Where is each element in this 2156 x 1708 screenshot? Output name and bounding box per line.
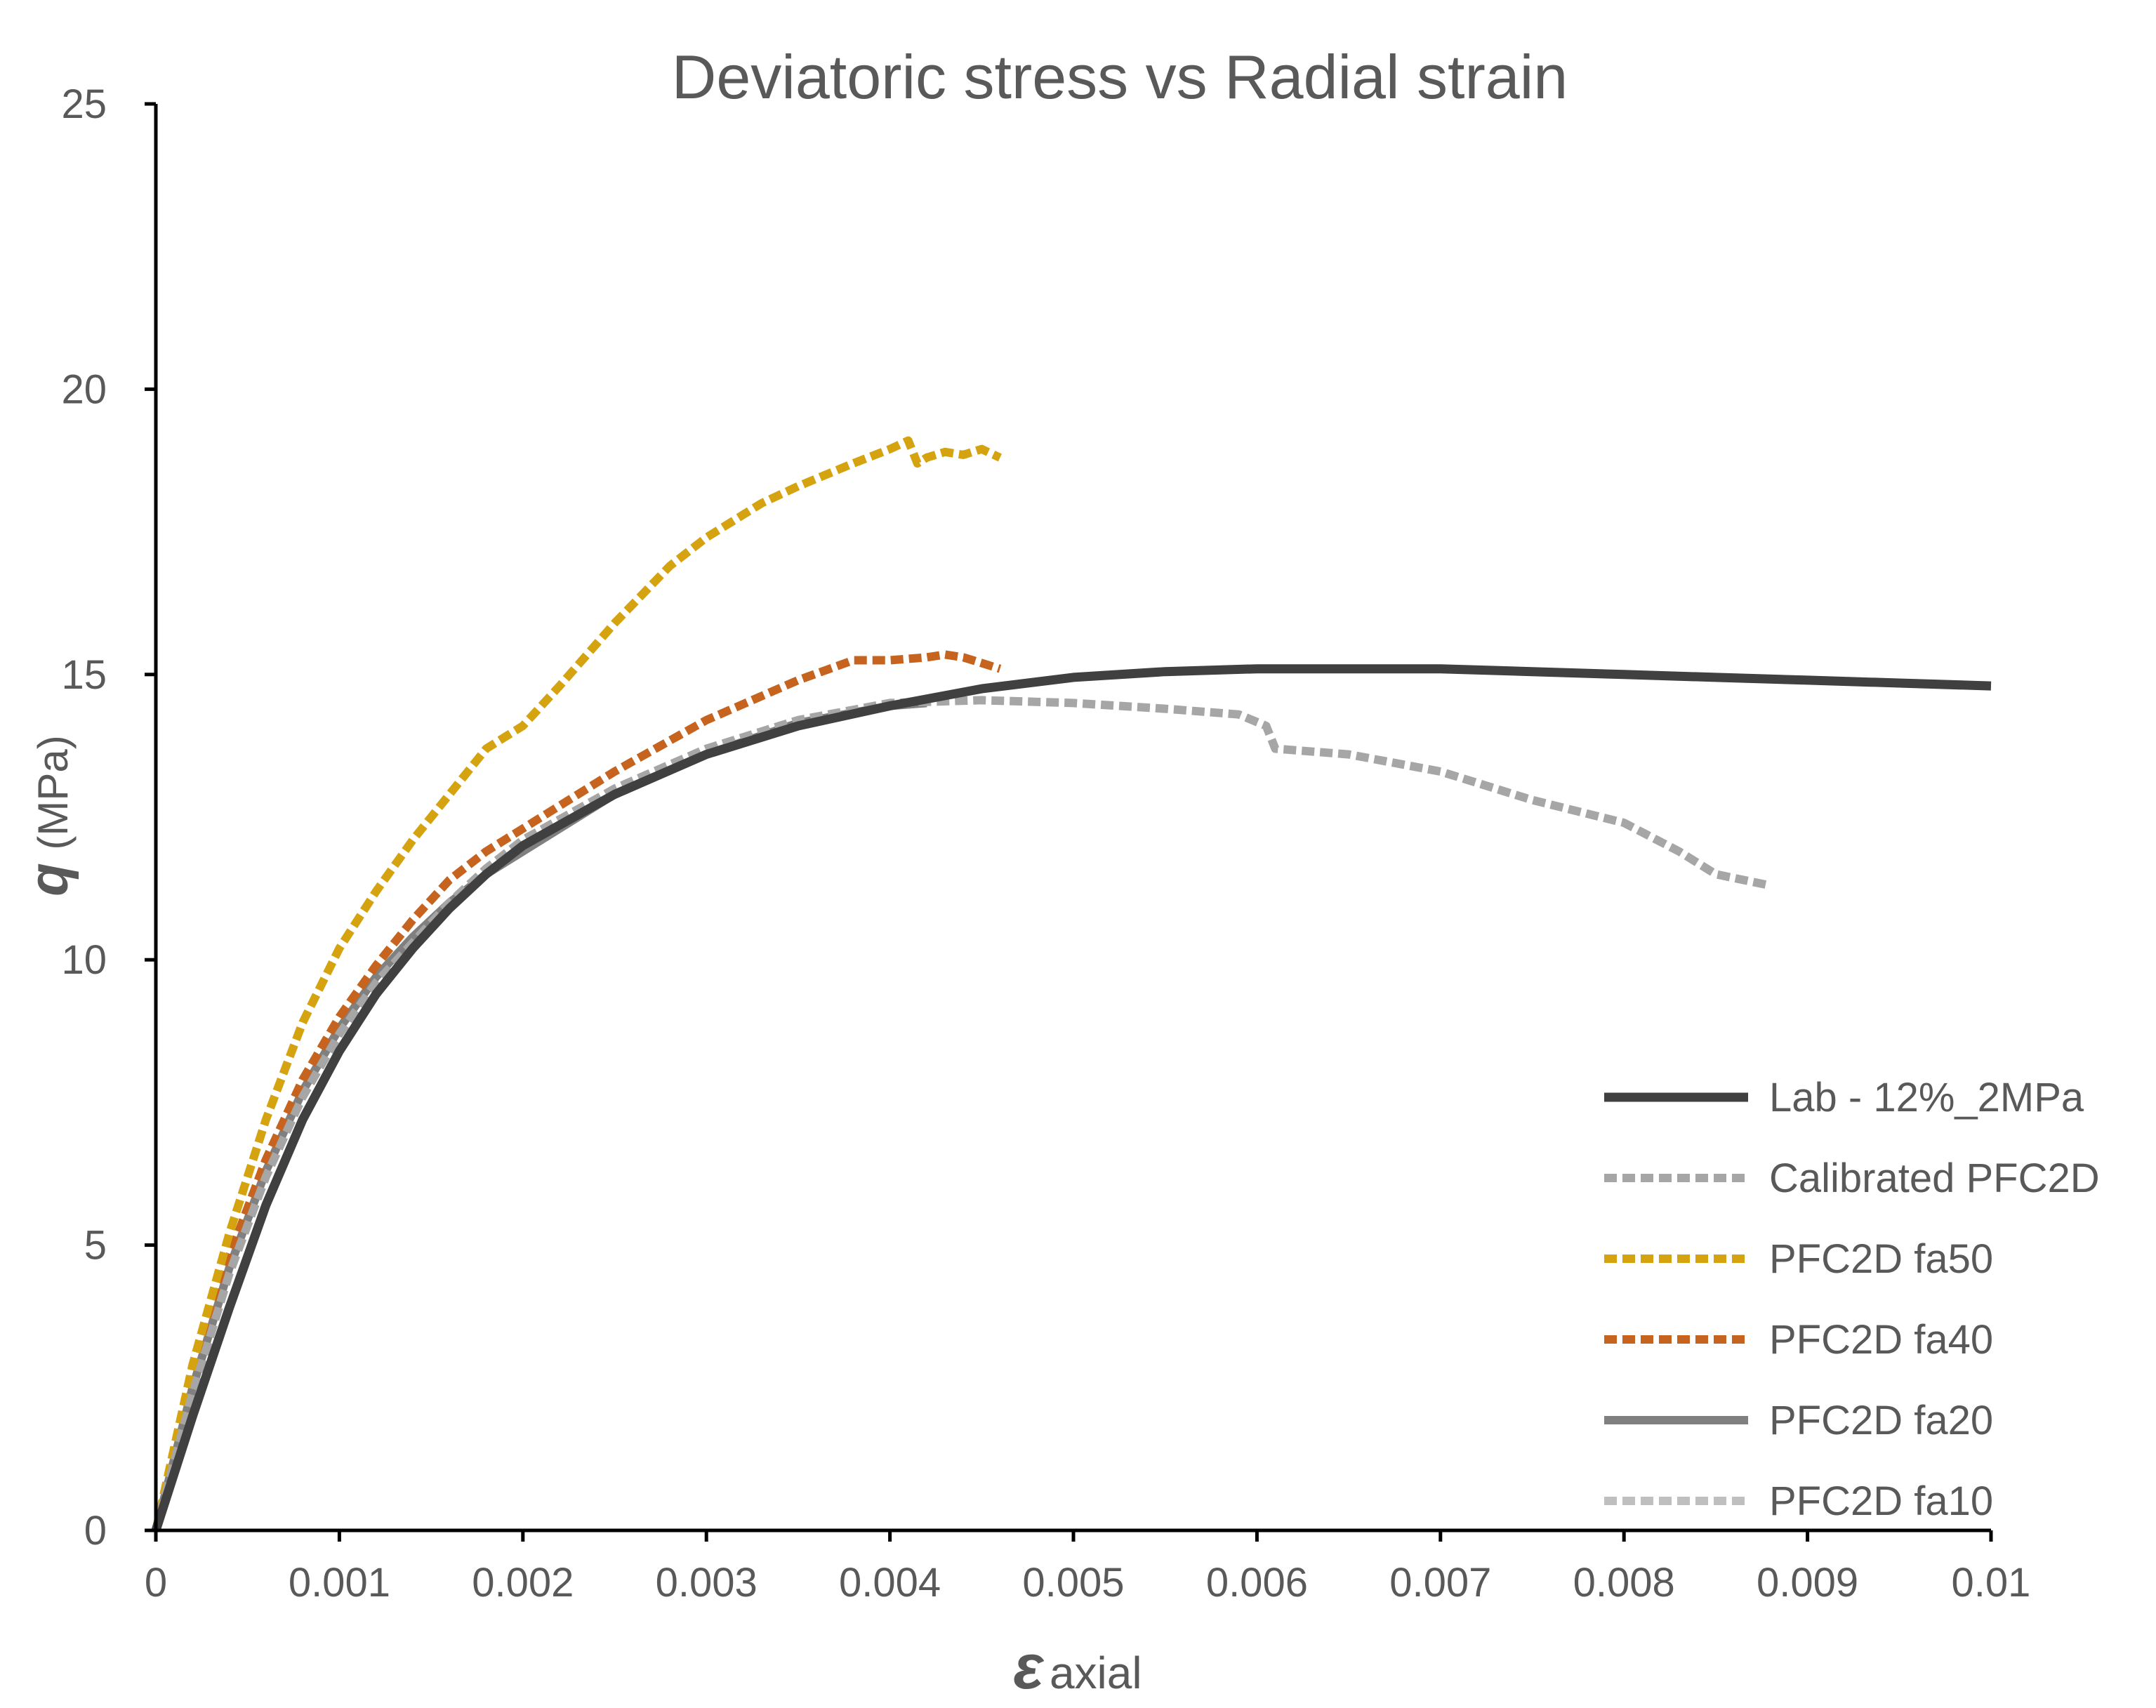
x-axis-symbol: ε	[1013, 1632, 1044, 1702]
x-tick-label: 0.009	[1757, 1560, 1858, 1606]
series-line-pfc2d-fa40	[152, 650, 1002, 1532]
y-tick-label: 25	[61, 81, 107, 127]
svg-text:q (MPa): q (MPa)	[18, 735, 79, 896]
x-tick-label: 0.003	[656, 1560, 758, 1606]
chart-title: Deviatoric stress vs Radial strain	[672, 42, 1568, 112]
legend-label: PFC2D fa40	[1769, 1317, 1993, 1363]
x-tick-label: 0.001	[289, 1560, 390, 1606]
y-tick-label: 0	[84, 1508, 107, 1554]
y-tick-label: 5	[84, 1223, 107, 1269]
legend-label: PFC2D fa10	[1769, 1478, 1993, 1524]
y-ticks: 0 5 10 15 20 25	[61, 81, 156, 1554]
x-tick-label: 0.002	[472, 1560, 574, 1606]
x-axis-label: ε axial	[1013, 1632, 1142, 1702]
legend-label: Lab - 12%_2MPa	[1769, 1075, 2084, 1120]
series-line-pfc2d-fa50	[152, 436, 1002, 1532]
x-tick-label: 0.007	[1389, 1560, 1491, 1606]
x-tick-label: 0.008	[1573, 1560, 1675, 1606]
x-tick-label: 0.005	[1022, 1560, 1124, 1606]
x-ticks: 0 0.001 0.002 0.003 0.004 0.005 0.006 0.007 0.00…	[145, 1530, 2031, 1606]
x-axis-subscript: axial	[1050, 1648, 1142, 1698]
y-tick-label: 10	[61, 937, 107, 983]
y-axis-label: q (MPa)	[18, 735, 79, 896]
y-axis-unit: (MPa)	[29, 735, 77, 849]
x-tick-label: 0.004	[839, 1560, 941, 1606]
y-tick-label: 20	[61, 366, 107, 412]
y-axis-symbol: q	[18, 863, 79, 896]
x-tick-label: 0.01	[1952, 1560, 2031, 1606]
y-tick-label: 15	[61, 652, 107, 698]
x-tick-label: 0.006	[1206, 1560, 1308, 1606]
x-tick-label: 0	[145, 1560, 167, 1606]
series-layer	[151, 436, 1992, 1532]
legend: Lab - 12%_2MPa Calibrated PFC2D PFC2D fa50…	[1604, 1075, 2100, 1524]
legend-label: PFC2D fa50	[1769, 1236, 1993, 1282]
legend-label: Calibrated PFC2D	[1769, 1156, 2100, 1201]
series-line-calibrated-pfc2d	[152, 696, 1772, 1532]
series-line-lab-12-2mpa	[151, 664, 1992, 1532]
legend-label: PFC2D fa20	[1769, 1398, 1993, 1443]
